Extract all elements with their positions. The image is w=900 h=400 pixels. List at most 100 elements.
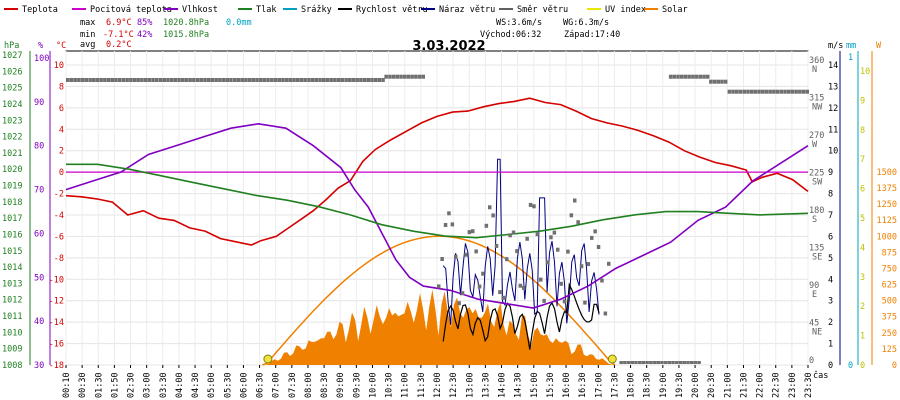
wind-direction-mark (498, 290, 502, 295)
tick-uv: 10 (860, 67, 870, 77)
wind-gust-info: WG:6.3m/s (563, 18, 609, 28)
wind-direction-mark (738, 89, 743, 94)
x-axis: 00:10 00:30 01:30 01:50 02:30 03:00 03:30 04:00… (62, 365, 828, 398)
tick-ms: 1 (828, 340, 833, 350)
wind-direction-mark (607, 261, 611, 266)
wind-direction-mark (474, 249, 478, 254)
axis-unit-solar: W (876, 41, 882, 51)
legend-label: Srážky (301, 5, 332, 15)
tick-direction-label: NE (812, 328, 822, 338)
tick-direction: 0 (809, 356, 814, 366)
wind-direction-mark (99, 78, 103, 82)
wind-direction-mark (440, 257, 444, 261)
wind-direction-mark (403, 74, 407, 79)
wind-direction-mark (672, 74, 677, 79)
tick-time: 16:30 (578, 372, 588, 398)
wind-direction-mark (805, 89, 809, 94)
wind-direction-mark (668, 74, 673, 79)
wind-direction-mark (638, 361, 642, 364)
wind-direction-mark (683, 74, 688, 79)
wind-direction-mark (69, 78, 74, 82)
wind-direction-mark (746, 89, 750, 94)
tick-ms: 11 (828, 125, 838, 135)
wind-direction-mark (680, 74, 684, 79)
wind-direction-mark (539, 277, 543, 282)
wind-direction-mark (110, 78, 114, 82)
wind-direction-mark (753, 89, 758, 94)
tick-ms: 8 (828, 190, 833, 200)
wind-direction-mark (199, 78, 204, 82)
x-axis-label: čas (813, 370, 828, 381)
wind-direction-mark (790, 89, 795, 94)
tick-temp: -2 (54, 190, 64, 200)
tick-hpa: 1011 (2, 312, 22, 322)
series-line (66, 163, 809, 239)
wind-direction-mark (447, 211, 451, 216)
tick-time: 06:30 (256, 372, 266, 398)
wind-direction-mark (288, 78, 293, 82)
wind-direction-mark (299, 78, 304, 82)
tick-temp: 2 (59, 147, 64, 157)
tick-hpa: 1016 (2, 230, 22, 240)
wind-direction-mark (329, 78, 333, 82)
tick-direction-label: NW (812, 103, 823, 113)
wind-direction-mark (515, 249, 519, 254)
tick-direction: 180 (809, 206, 824, 216)
wind-direction-mark (277, 78, 281, 82)
wind-direction-mark (117, 78, 122, 82)
tick-time: 16:00 (562, 372, 572, 398)
wind-direction-mark (336, 78, 341, 82)
wind-direction-mark (214, 78, 218, 82)
tick-ms: 9 (828, 168, 833, 178)
wind-direction-mark (262, 78, 267, 82)
wind-direction-mark (735, 89, 739, 94)
tick-hpa: 1026 (2, 67, 22, 77)
wind-direction-mark (775, 89, 780, 94)
legend-label: Solar (662, 5, 688, 15)
wind-direction-mark (630, 361, 634, 364)
tick-time: 18:30 (643, 372, 653, 398)
stats-max-rain: 0.0mm (226, 18, 252, 28)
wind-direction-mark (73, 78, 77, 82)
wind-direction-mark (798, 89, 802, 94)
tick-temp: -8 (54, 254, 64, 264)
wind-direction-mark (484, 223, 489, 228)
wind-direction-mark (362, 78, 367, 82)
wind-direction-mark (136, 78, 140, 82)
wind-direction-mark (454, 254, 458, 259)
tick-temp: -16 (49, 340, 64, 350)
tick-ms: 0 (828, 361, 833, 371)
wind-direction-mark (77, 78, 81, 82)
tick-time: 05:00 (207, 372, 217, 398)
wind-direction-mark (140, 78, 144, 82)
wind-direction-mark (169, 78, 174, 82)
wind-direction-mark (801, 89, 806, 94)
tick-time: 15:30 (546, 372, 556, 398)
tick-time: 08:30 (320, 372, 330, 398)
wind-direction-mark (310, 78, 315, 82)
sunrise-info: Východ:06:32 (480, 30, 541, 40)
tick-pct: 30 (34, 361, 44, 371)
stats-min-hum: 42% (137, 30, 152, 40)
wind-direction-mark (203, 78, 207, 82)
wind-direction-mark (634, 361, 638, 364)
tick-pct: 90 (34, 98, 44, 108)
stats-avg-temp: 0.2°C (106, 40, 132, 50)
tick-uv: 2 (860, 302, 865, 312)
series-line (65, 122, 809, 309)
tick-direction: 45 (809, 319, 819, 329)
wind-direction-mark (712, 79, 717, 84)
wind-direction-mark (505, 257, 509, 262)
tick-uv: 7 (860, 155, 865, 165)
tick-direction-label: S (812, 215, 817, 225)
wind-direction-mark (381, 78, 385, 82)
wind-direction-mark (129, 78, 133, 82)
wind-direction-mark (645, 361, 649, 364)
wind-direction-mark (192, 78, 196, 82)
stats-max-press: 1020.8hPa (163, 18, 209, 28)
wind-direction-mark (779, 89, 784, 94)
wind-direction-mark (559, 281, 563, 286)
tick-uv: 5 (860, 214, 865, 224)
wind-direction-mark (481, 271, 485, 276)
wind-direction-mark (359, 78, 363, 82)
